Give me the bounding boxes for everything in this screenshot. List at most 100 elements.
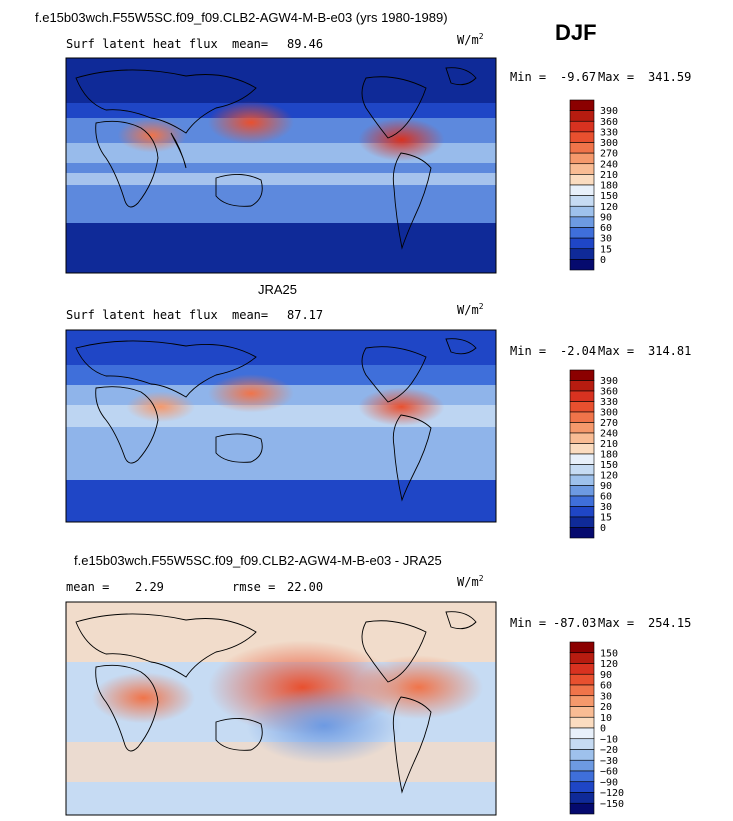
panel1-frame bbox=[65, 57, 497, 274]
colorbar-swatch bbox=[569, 706, 595, 718]
panel2-field-arabian bbox=[66, 330, 496, 522]
colorbar-tick-label: 150 bbox=[600, 460, 618, 471]
colorbar-swatch bbox=[569, 453, 595, 465]
colorbar-tick-label: 180 bbox=[600, 450, 618, 461]
colorbar-tick-label: 300 bbox=[600, 138, 618, 149]
panel1-units: W/m2 bbox=[457, 32, 484, 47]
colorbar-tick-label: 330 bbox=[600, 397, 618, 408]
colorbar-swatch bbox=[569, 432, 595, 444]
panel2-min-label: Min = bbox=[510, 344, 547, 358]
colorbar-tick-label: 210 bbox=[600, 170, 618, 181]
panel2-title: JRA25 bbox=[258, 282, 298, 297]
colorbar-swatch bbox=[569, 506, 595, 518]
colorbar-tick-label: 180 bbox=[600, 181, 618, 192]
panel3-min-value: -87.03 bbox=[553, 616, 597, 630]
colorbar-swatch bbox=[569, 802, 595, 815]
colorbar-tick-label: 240 bbox=[600, 159, 618, 170]
colorbar-tick-label: 120 bbox=[600, 659, 618, 670]
colorbar-swatch bbox=[569, 205, 595, 218]
panel2-mean-label: mean= bbox=[232, 308, 269, 322]
colorbar-swatch bbox=[569, 527, 595, 539]
colorbar-swatch bbox=[569, 131, 595, 143]
panel3-rmse-value: 22.00 bbox=[287, 580, 324, 594]
colorbar-swatch bbox=[569, 516, 595, 528]
colorbar-swatch bbox=[569, 792, 595, 804]
panel3-mean-value: 2.29 bbox=[135, 580, 164, 594]
colorbar-swatch bbox=[569, 216, 595, 228]
colorbar-tick-label: 90 bbox=[600, 481, 612, 492]
panel2-variable: Surf latent heat flux bbox=[66, 308, 218, 322]
panel3-frame bbox=[65, 601, 497, 816]
colorbar-tick-label: 360 bbox=[600, 117, 618, 128]
panel1-coastlines bbox=[75, 67, 477, 250]
panel3-mean-label: mean = bbox=[66, 580, 110, 594]
colorbar-swatch bbox=[569, 380, 595, 392]
colorbar-swatch bbox=[569, 464, 595, 476]
colorbar-swatch bbox=[569, 759, 595, 772]
colorbar-swatch bbox=[569, 110, 595, 122]
colorbar-swatch bbox=[569, 99, 595, 111]
colorbar-swatch bbox=[569, 390, 595, 402]
colorbar-swatch bbox=[569, 237, 595, 250]
colorbar-tick-label: 0 bbox=[600, 255, 606, 266]
colorbar-swatch bbox=[569, 411, 595, 423]
panel1-mean-label: mean= bbox=[232, 37, 269, 51]
colorbar-swatch bbox=[569, 259, 595, 271]
colorbar-swatch bbox=[569, 152, 595, 165]
colorbar-tick-label: 360 bbox=[600, 387, 618, 398]
colorbar-tick-label: 390 bbox=[600, 376, 618, 387]
season-label: DJF bbox=[555, 20, 597, 45]
colorbar-tick-label: 90 bbox=[600, 212, 612, 223]
colorbar-tick-label: 210 bbox=[600, 439, 618, 450]
colorbar-swatch bbox=[569, 401, 595, 413]
colorbar-swatch bbox=[569, 770, 595, 783]
panel3-coastlines bbox=[75, 611, 477, 794]
panel3-units: W/m2 bbox=[457, 574, 484, 589]
colorbar-swatch bbox=[569, 485, 595, 497]
panel1-min-value: -9.67 bbox=[560, 70, 597, 84]
colorbar-tick-label: 10 bbox=[600, 713, 612, 724]
colorbar-swatch bbox=[569, 695, 595, 707]
colorbar-swatch bbox=[569, 684, 595, 697]
colorbar-tick-label: 330 bbox=[600, 127, 618, 138]
panel1-variable: Surf latent heat flux bbox=[66, 37, 218, 51]
colorbar-tick-label: 60 bbox=[600, 223, 612, 234]
colorbar-swatch bbox=[569, 227, 595, 239]
colorbar-tick-label: 90 bbox=[600, 670, 612, 681]
panel2-min-value: -2.04 bbox=[560, 344, 597, 358]
colorbar-tick-label: 15 bbox=[600, 513, 612, 524]
colorbar-tick-label: 120 bbox=[600, 471, 618, 482]
case-title: f.e15b03wch.F55W5SC.f09_f09.CLB2-AGW4-M-… bbox=[35, 10, 448, 25]
colorbar-tick-label: −20 bbox=[600, 745, 618, 756]
colorbar-swatch bbox=[569, 727, 595, 740]
panel3-title: f.e15b03wch.F55W5SC.f09_f09.CLB2-AGW4-M-… bbox=[74, 553, 442, 568]
colorbar-tick-label: 30 bbox=[600, 502, 612, 513]
panel3-min-label: Min = bbox=[510, 616, 547, 630]
colorbar-tick-label: 0 bbox=[600, 724, 606, 735]
panel1-map bbox=[65, 57, 497, 274]
panel1-field-arabian bbox=[66, 58, 496, 273]
colorbar-tick-label: 60 bbox=[600, 492, 612, 503]
colorbar-swatch bbox=[569, 641, 595, 654]
colorbar-swatch bbox=[569, 738, 595, 750]
colorbar-tick-label: 30 bbox=[600, 691, 612, 702]
colorbar-swatch bbox=[569, 652, 595, 664]
colorbar-tick-label: 150 bbox=[600, 648, 618, 659]
panel1-mean-value: 89.46 bbox=[287, 37, 324, 51]
colorbar-swatch bbox=[569, 369, 595, 381]
colorbar-tick-label: −60 bbox=[600, 767, 618, 778]
colorbar-tick-label: −30 bbox=[600, 756, 618, 767]
colorbar-swatch bbox=[569, 749, 595, 761]
colorbar-swatch bbox=[569, 474, 595, 486]
colorbar-swatch bbox=[569, 248, 595, 260]
colorbar-tick-label: 300 bbox=[600, 408, 618, 419]
panel1-max-label: Max = bbox=[598, 70, 635, 84]
colorbar-swatch bbox=[569, 495, 595, 507]
colorbar-tick-label: 270 bbox=[600, 418, 618, 429]
colorbar-tick-label: 120 bbox=[600, 202, 618, 213]
panel2-map bbox=[65, 329, 497, 523]
colorbar-tick-label: 60 bbox=[600, 681, 612, 692]
colorbar-tick-label: 390 bbox=[600, 106, 618, 117]
panel3-max-value: 254.15 bbox=[648, 616, 692, 630]
